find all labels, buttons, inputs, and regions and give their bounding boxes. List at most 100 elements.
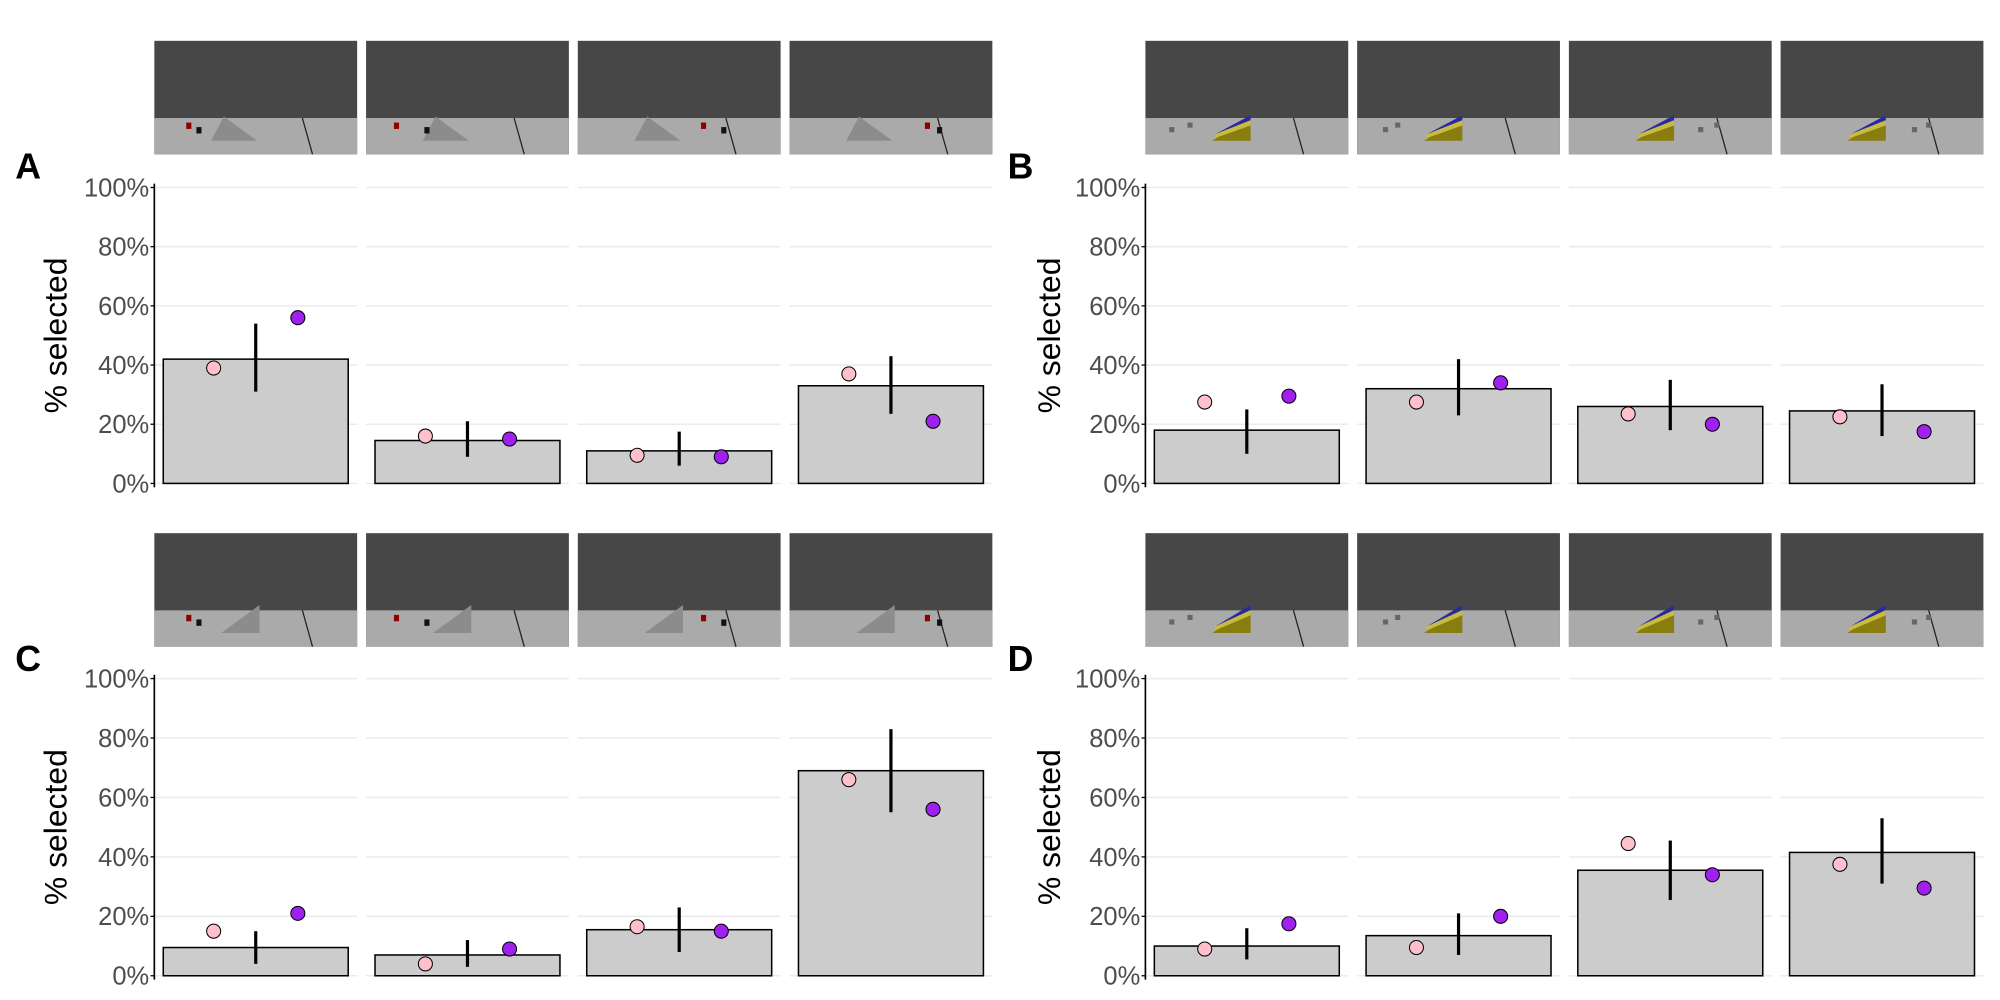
point-purple (1493, 908, 1509, 924)
black-cube (424, 127, 430, 134)
y-tick-label: 40% (1089, 844, 1140, 872)
y-tick-label: 80% (98, 234, 149, 262)
point-pink (1620, 835, 1636, 852)
point-purple (713, 449, 729, 465)
stimulus-image (1780, 533, 1984, 647)
gray-cube (1911, 127, 1918, 133)
panel-label: B (1008, 147, 1034, 187)
gray-cube (1698, 127, 1704, 133)
image-floor-line (936, 117, 949, 155)
point-purple (1281, 388, 1297, 404)
ramp (644, 605, 683, 634)
y-tick-label: 60% (1089, 784, 1140, 812)
gray-cube (1911, 619, 1918, 625)
gray-cube (1714, 122, 1720, 128)
stimulus-image (1145, 533, 1349, 647)
stimulus-image (1357, 533, 1560, 647)
red-cube (393, 122, 400, 129)
stimulus-image (789, 40, 993, 155)
ramp-stripe-yellow (1426, 610, 1463, 631)
y-tick-label: 40% (98, 352, 149, 380)
gray-cube (1395, 614, 1401, 620)
image-floor-line (1504, 117, 1516, 155)
point-pink (1832, 409, 1848, 425)
gray-cube (1382, 127, 1389, 133)
point-pink (417, 428, 433, 444)
y-tick-label: 20% (98, 411, 149, 439)
black-cube (721, 619, 727, 626)
image-floor-line (301, 610, 314, 647)
gray-cube (1698, 619, 1704, 625)
panel-label: D (1008, 639, 1034, 679)
point-purple (713, 923, 729, 939)
y-tick-label: 100% (84, 174, 149, 202)
point-pink (841, 366, 857, 382)
panel-label: A (15, 147, 41, 187)
point-pink (1197, 394, 1213, 410)
bar (1153, 429, 1341, 485)
image-floor (366, 118, 569, 155)
y-tick-label: 80% (98, 725, 149, 753)
gray-cube (1395, 122, 1401, 128)
point-pink (1408, 940, 1424, 956)
black-cube (424, 619, 430, 626)
gray-cube (1187, 122, 1193, 128)
point-purple (502, 941, 518, 957)
red-cube (186, 122, 192, 129)
ramp (211, 116, 257, 141)
panel-B: B % selected 0% 20% 40% 60% 80% 100% (1008, 40, 1984, 498)
point-pink (206, 923, 222, 939)
image-floor-line (513, 117, 525, 155)
image-floor-line (725, 117, 737, 155)
image-floor-line (725, 610, 737, 647)
y-tick-label: 40% (98, 844, 149, 872)
red-cube (700, 122, 707, 129)
image-floor (789, 118, 993, 155)
ramp (846, 116, 893, 141)
gray-cube (1169, 127, 1175, 133)
y-tick-label: 80% (1089, 725, 1140, 753)
stimulus-image (1568, 40, 1772, 155)
image-floor (577, 118, 781, 155)
gray-cube (1382, 619, 1389, 625)
image-floor-line (936, 610, 949, 647)
red-cube (393, 614, 400, 622)
point-pink (629, 919, 645, 935)
image-floor-line (513, 610, 525, 647)
point-pink (1832, 856, 1848, 872)
point-pink (629, 447, 645, 463)
point-purple (1916, 880, 1932, 896)
ramp (422, 116, 469, 141)
point-purple (1916, 424, 1932, 440)
red-cube (700, 614, 707, 622)
point-pink (841, 772, 857, 788)
y-tick-label: 60% (98, 293, 149, 321)
gray-cube (1169, 619, 1175, 625)
point-purple (925, 413, 941, 429)
point-purple (1704, 867, 1720, 883)
stimulus-image (577, 533, 781, 647)
ramp-stripe-yellow (1638, 120, 1675, 139)
y-axis-label: % selected (37, 749, 73, 905)
black-cube (196, 127, 202, 134)
y-tick-label: 0% (112, 470, 149, 498)
gray-cube (1926, 614, 1932, 620)
y-axis-label: % selected (37, 257, 73, 413)
stimulus-image (154, 533, 358, 647)
gray-cube (1714, 614, 1720, 620)
point-pink (1620, 406, 1636, 422)
y-tick-label: 0% (1103, 963, 1140, 991)
stimulus-image (1568, 533, 1772, 647)
y-tick-label: 40% (1089, 352, 1140, 380)
black-cube (937, 127, 943, 134)
y-tick-label: 60% (98, 784, 149, 812)
panel-A: A % selected 0% 20% 40% 60% 80% 100% (15, 40, 993, 498)
image-floor-line (1504, 610, 1516, 647)
y-tick-label: 80% (1089, 234, 1140, 262)
stimulus-image (366, 533, 569, 647)
ramp-stripe-yellow (1214, 610, 1251, 631)
stimulus-image (789, 533, 993, 647)
gray-cube (1926, 122, 1932, 128)
point-pink (1408, 394, 1424, 410)
